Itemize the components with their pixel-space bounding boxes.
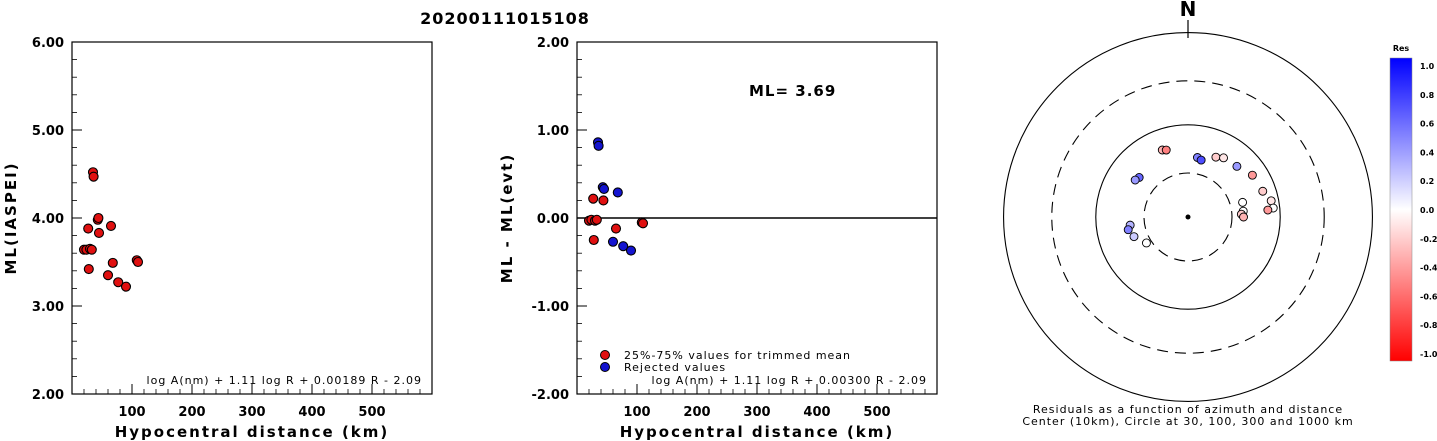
data-point	[610, 223, 622, 234]
map-caption-line-1: Residuals as a function of azimuth and d…	[1033, 403, 1343, 416]
station-marker	[1232, 161, 1242, 171]
data-point	[593, 140, 604, 151]
colorbar-tick-label: -0.8	[1420, 321, 1437, 330]
ml-vs-distance-panel: ML(IASPEI) Hypocentral distance (km) log…	[2, 36, 433, 441]
magnitude-formula: log A(nm) + 1.11 log R + 0.00300 R - 2.0…	[652, 374, 927, 387]
data-point	[598, 183, 610, 195]
distance-ring	[1143, 172, 1233, 262]
figure-title: 20200111015108	[420, 9, 590, 28]
x-axis-label: Hypocentral distance (km)	[620, 423, 895, 441]
y-tick-label: 3.00	[32, 300, 64, 315]
data-point	[637, 218, 649, 229]
y-tick-label: -2.00	[532, 388, 569, 403]
x-tick-label: 300	[238, 405, 265, 420]
y-tick-label: 2.00	[537, 36, 569, 51]
station-marker	[1266, 196, 1276, 206]
x-tick-label: 100	[623, 405, 650, 420]
station-marker	[1123, 225, 1133, 235]
x-tick-label: 300	[743, 405, 770, 420]
colorbar-tick-label: 1.0	[1420, 62, 1435, 71]
event-magnitude-label: ML= 3.69	[749, 82, 836, 100]
y-tick-label: 4.00	[32, 212, 64, 227]
magnitude-formula: log A(nm) + 1.11 log R + 0.00189 R - 2.0…	[147, 374, 422, 387]
x-tick-label: 200	[683, 405, 710, 420]
y-axis-label: ML(IASPEI)	[2, 161, 20, 274]
station-marker	[1130, 175, 1140, 185]
station-marker	[1129, 232, 1139, 242]
x-tick-label: 400	[803, 405, 830, 420]
colorbar-tick-label: -0.6	[1420, 292, 1437, 301]
station-marker	[1247, 170, 1257, 180]
x-tick-label: 500	[863, 405, 890, 420]
colorbar-tick-label: 0.8	[1420, 91, 1435, 100]
data-point	[93, 212, 104, 224]
station-marker	[1263, 205, 1273, 215]
station-marker	[1258, 186, 1268, 196]
data-point	[618, 241, 629, 252]
residual-vs-distance-panel: ML - ML(evt) Hypocentral distance (km) M…	[498, 36, 938, 441]
x-axis-label: Hypocentral distance (km)	[115, 423, 390, 441]
colorbar-tick-label: -1.0	[1420, 350, 1437, 359]
data-point	[88, 171, 99, 182]
data-point	[588, 234, 599, 246]
data-point	[93, 227, 105, 239]
data-point	[83, 263, 94, 275]
data-point	[83, 223, 94, 234]
colorbar-tick-label: -0.4	[1420, 264, 1437, 273]
plot-frame	[71, 41, 433, 395]
y-tick-label: 5.00	[32, 124, 64, 139]
north-label: N	[1180, 0, 1197, 21]
data-point	[120, 281, 132, 292]
colorbar-tick-label: 0.2	[1420, 177, 1434, 186]
data-point	[588, 193, 599, 204]
data-point	[132, 256, 144, 268]
data-point	[105, 220, 117, 231]
x-tick-label: 100	[118, 405, 145, 420]
y-tick-label: 2.00	[32, 388, 64, 403]
data-point	[86, 244, 97, 255]
map-caption-line-2: Center (10km), Circle at 30, 100, 300 an…	[1022, 415, 1353, 428]
data-point	[612, 187, 623, 198]
data-point	[625, 245, 637, 256]
legend-label-rejected: Rejected values	[624, 361, 726, 374]
y-tick-label: -1.00	[532, 300, 569, 315]
legend-marker-used	[600, 350, 610, 360]
x-tick-label: 500	[358, 405, 385, 420]
data-point	[607, 236, 619, 247]
x-tick-label: 200	[178, 405, 205, 420]
epicenter-marker	[1185, 214, 1191, 220]
y-axis-label: ML - ML(evt)	[498, 153, 516, 283]
legend-label-used: 25%-75% values for trimmed mean	[624, 349, 851, 362]
x-tick-label: 400	[298, 405, 325, 420]
station-marker	[1196, 155, 1206, 165]
colorbar-title: Res	[1393, 44, 1410, 53]
colorbar-tick-label: 0.0	[1420, 206, 1435, 215]
station-marker	[1141, 238, 1151, 248]
colorbar-tick-label: 0.4	[1420, 148, 1435, 157]
distance-ring	[1095, 124, 1281, 310]
colorbar-tick-label: -0.2	[1420, 235, 1437, 244]
station-marker	[1211, 152, 1221, 162]
data-point	[591, 214, 602, 225]
station-marker	[1161, 145, 1171, 155]
colorbar-tick-label: 0.6	[1420, 120, 1435, 129]
station-marker	[1219, 153, 1228, 163]
y-tick-label: 6.00	[32, 36, 64, 51]
data-point	[102, 270, 114, 281]
data-point	[107, 257, 118, 268]
y-tick-label: 1.00	[537, 124, 569, 139]
legend-marker-rejected	[600, 362, 610, 372]
data-point	[113, 277, 124, 288]
distance-ring	[1051, 80, 1325, 354]
distance-ring	[1003, 32, 1373, 402]
colorbar-gradient	[1389, 57, 1413, 362]
y-tick-label: 0.00	[537, 212, 569, 227]
station-marker	[1238, 197, 1248, 207]
station-marker	[1239, 212, 1248, 222]
data-point	[598, 195, 609, 206]
residual-azimuth-map: N Residuals as a function of azimuth and…	[1003, 0, 1373, 428]
residual-colorbar: Res 1.0 0.8 0.6 0.4 0.2 0.0 -0.2 -0.4 -0.6 -0.8 -1…	[1389, 44, 1437, 362]
